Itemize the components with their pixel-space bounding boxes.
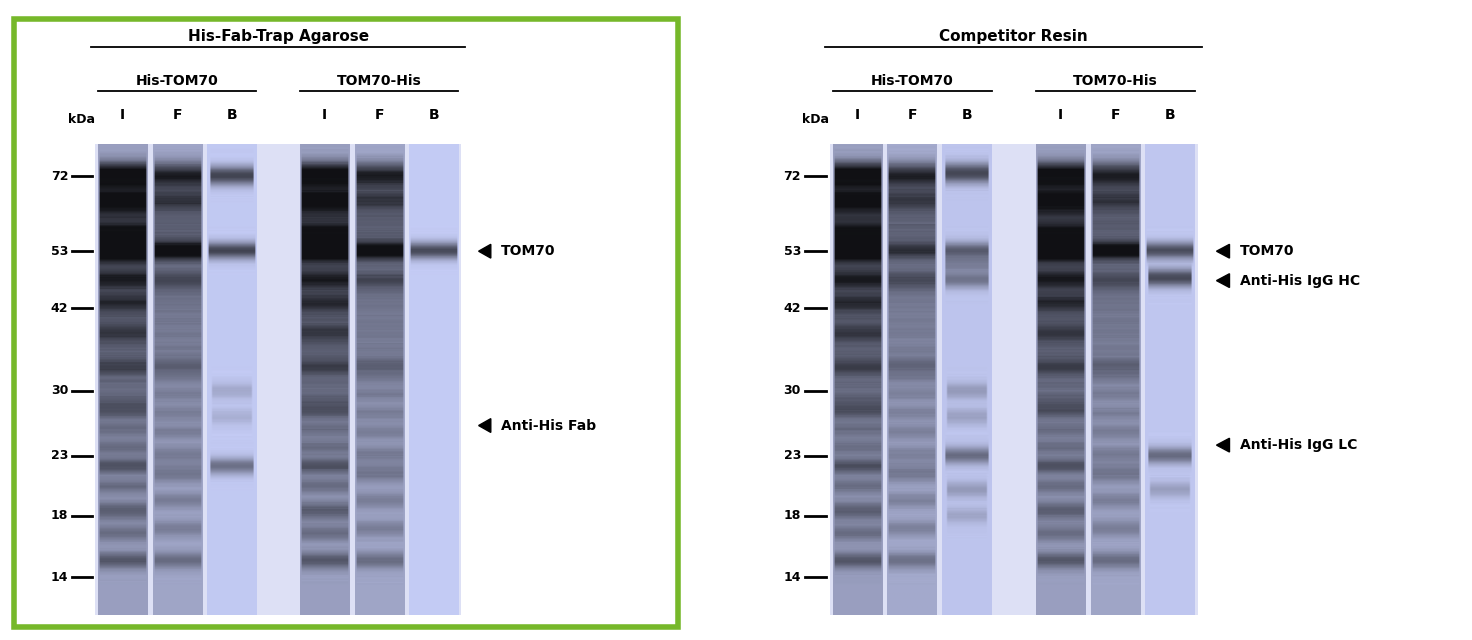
Text: 14: 14 — [52, 570, 68, 584]
Text: 23: 23 — [783, 449, 801, 462]
Text: 53: 53 — [52, 244, 68, 258]
Text: I: I — [1058, 108, 1063, 122]
Text: 72: 72 — [52, 170, 68, 182]
Text: 14: 14 — [783, 570, 801, 584]
Polygon shape — [1216, 244, 1229, 258]
Text: B: B — [1164, 108, 1176, 122]
Text: TOM70: TOM70 — [1241, 244, 1295, 258]
Text: TOM70-His: TOM70-His — [337, 74, 421, 88]
Text: 42: 42 — [783, 301, 801, 315]
Text: B: B — [227, 108, 237, 122]
Text: I: I — [121, 108, 125, 122]
Text: TOM70: TOM70 — [500, 244, 555, 258]
Text: B: B — [961, 108, 973, 122]
Text: 72: 72 — [783, 170, 801, 182]
Text: Competitor Resin: Competitor Resin — [939, 29, 1088, 44]
Polygon shape — [1216, 274, 1229, 287]
Text: 23: 23 — [52, 449, 68, 462]
Text: Anti-His Fab: Anti-His Fab — [500, 419, 596, 433]
Text: F: F — [172, 108, 183, 122]
Text: F: F — [1110, 108, 1120, 122]
Bar — [830, 145, 1198, 615]
Text: His-Fab-Trap Agarose: His-Fab-Trap Agarose — [187, 29, 369, 44]
Text: kDa: kDa — [802, 113, 829, 126]
Text: 18: 18 — [783, 509, 801, 522]
Text: 42: 42 — [52, 301, 68, 315]
Text: Anti-His IgG LC: Anti-His IgG LC — [1241, 438, 1357, 452]
Bar — [96, 145, 461, 615]
Text: 30: 30 — [783, 384, 801, 397]
Text: F: F — [374, 108, 384, 122]
Text: F: F — [907, 108, 917, 122]
Text: I: I — [322, 108, 327, 122]
Text: 18: 18 — [52, 509, 68, 522]
Text: Anti-His IgG HC: Anti-His IgG HC — [1241, 274, 1360, 287]
Text: kDa: kDa — [68, 113, 96, 126]
Polygon shape — [1216, 438, 1229, 452]
Polygon shape — [478, 419, 490, 433]
Text: TOM70-His: TOM70-His — [1073, 74, 1157, 88]
Text: 30: 30 — [52, 384, 68, 397]
Text: B: B — [428, 108, 439, 122]
Text: His-TOM70: His-TOM70 — [135, 74, 219, 88]
Text: 53: 53 — [783, 244, 801, 258]
Text: His-TOM70: His-TOM70 — [871, 74, 954, 88]
Polygon shape — [478, 244, 490, 258]
Text: I: I — [855, 108, 860, 122]
